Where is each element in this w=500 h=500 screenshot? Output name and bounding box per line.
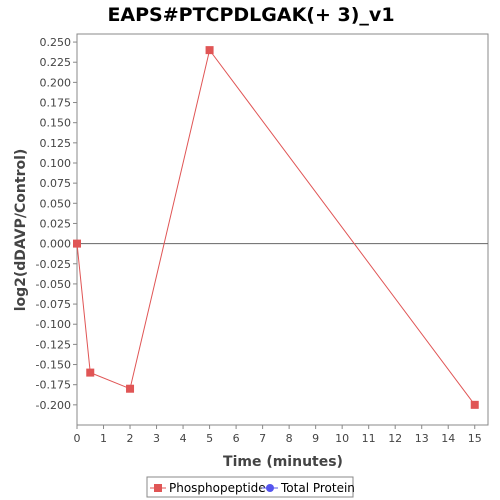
y-tick-label: 0.150 (40, 117, 72, 130)
legend-label-total-protein: Total Protein (280, 481, 355, 495)
y-tick-label: -0.050 (36, 278, 71, 291)
y-tick-label: 0.100 (40, 157, 72, 170)
y-tick-label: 0.025 (40, 217, 72, 230)
y-tick-label: 0.250 (40, 36, 72, 49)
y-tick-label: 0.075 (40, 177, 72, 190)
x-axis: 0 1 2 3 4 5 6 7 8 9 10 11 12 13 14 15 (74, 425, 482, 445)
plot-area (76, 33, 489, 426)
legend-item-phosphopeptide: Phosphopeptide (150, 481, 266, 495)
legend: Phosphopeptide Total Protein (146, 476, 355, 498)
data-point-phosphopeptide (205, 46, 214, 55)
data-point-phosphopeptide (73, 239, 81, 248)
y-tick-label: 0.000 (40, 238, 72, 251)
y-tick-label: -0.125 (36, 338, 71, 351)
y-tick-label: 0.125 (40, 137, 72, 150)
y-tick-label: -0.200 (36, 399, 71, 412)
y-tick-label: -0.025 (36, 258, 71, 271)
x-tick-label: 9 (312, 432, 319, 445)
y-tick-label: 0.200 (40, 76, 72, 89)
x-tick-label: 15 (468, 432, 482, 445)
y-tick-label: -0.075 (36, 298, 71, 311)
x-tick-label: 6 (233, 432, 240, 445)
y-axis: 0.250 0.225 0.200 0.175 0.150 0.125 0.100 0.075… (36, 36, 77, 412)
y-tick-label: -0.175 (36, 379, 71, 392)
x-tick-label: 12 (388, 432, 402, 445)
y-tick-label: 0.050 (40, 197, 72, 210)
x-tick-label: 5 (206, 432, 213, 445)
data-point-phosphopeptide (86, 368, 95, 377)
data-point-phosphopeptide (470, 400, 479, 409)
x-tick-label: 7 (259, 432, 266, 445)
legend-label-phosphopeptide: Phosphopeptide (169, 481, 266, 495)
legend-item-total-protein: Total Protein (262, 481, 355, 495)
chart-title: EAPS#PTCPDLGAK(+ 3)_v1 (107, 4, 394, 26)
x-tick-label: 13 (415, 432, 429, 445)
x-tick-label: 10 (335, 432, 349, 445)
x-tick-label: 0 (74, 432, 81, 445)
y-axis-label: log2(dDAVP/Control) (13, 149, 29, 312)
x-tick-label: 3 (153, 432, 160, 445)
x-tick-label: 8 (286, 432, 293, 445)
x-axis-label: Time (minutes) (223, 454, 343, 470)
x-tick-label: 14 (441, 432, 455, 445)
data-point-phosphopeptide (126, 384, 135, 393)
x-tick-label: 2 (127, 432, 134, 445)
y-tick-label: 0.175 (40, 97, 72, 110)
legend-marker-phosphopeptide (154, 484, 162, 492)
x-tick-label: 4 (180, 432, 187, 445)
y-tick-label: -0.150 (36, 359, 71, 372)
series-points (73, 46, 479, 409)
y-tick-label: -0.100 (36, 318, 71, 331)
legend-box (146, 476, 354, 498)
y-tick-label: 0.225 (40, 56, 72, 69)
x-tick-label: 1 (100, 432, 107, 445)
x-tick-label: 11 (362, 432, 376, 445)
legend-marker-total-protein (266, 484, 274, 492)
